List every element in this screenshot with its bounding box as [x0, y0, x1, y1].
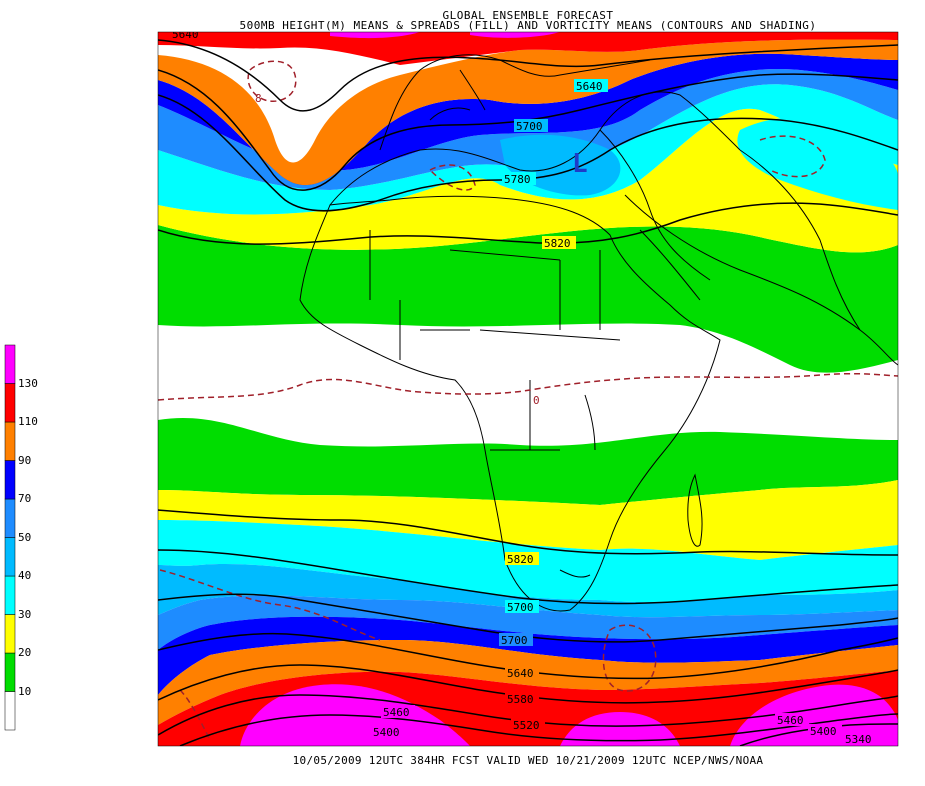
contour-label: 5400	[373, 726, 400, 739]
contour-label: 5780	[504, 173, 531, 186]
shade-ne-cyan-lobe	[737, 117, 898, 210]
vorticity-label: 8	[255, 92, 262, 105]
shade-south-magenta3	[730, 684, 898, 746]
chart-title-line2: 500MB HEIGHT(M) MEANS & SPREADS (FILL) A…	[239, 19, 817, 32]
colorbar-level-label: 20	[18, 646, 32, 659]
colorbar	[4, 344, 16, 731]
shade-north-green	[158, 225, 898, 373]
shade-north-cyan	[158, 84, 898, 215]
shade-south-green	[158, 417, 898, 505]
colorbar-level-label: 10	[18, 684, 32, 698]
colorbar-level-label: 90	[18, 453, 32, 467]
contour-label: 5700	[507, 601, 534, 614]
colorbar-swatch	[4, 460, 16, 500]
shade-south-lightblue	[158, 563, 898, 618]
shade-north-yellow	[158, 108, 898, 253]
colorbar-swatch	[4, 652, 16, 692]
colorbar-swatch	[4, 614, 16, 654]
contour-label: 5820	[507, 553, 534, 566]
contour-label: 5460	[383, 706, 410, 719]
contour-label: 5700	[516, 120, 543, 133]
contour-label: 5700	[501, 634, 528, 647]
colorbar-swatch	[4, 537, 16, 577]
shade-north-red	[158, 32, 898, 65]
colorbar-swatch	[4, 344, 16, 384]
colorbar-level-label: 40	[18, 569, 32, 582]
colorbar-swatch	[4, 575, 16, 615]
colorbar-level-label: 110	[18, 415, 38, 428]
coastlines	[299, 54, 898, 612]
colorbar-swatch	[4, 421, 16, 461]
shade-south-darkblue	[158, 616, 898, 695]
colorbar-level-label: 50	[18, 530, 32, 544]
colorbar-level-label: 30	[18, 607, 32, 621]
contour-label: 5340	[845, 733, 872, 746]
contour-label: 5640	[576, 80, 603, 93]
contour-label: 5460	[777, 714, 804, 727]
contour-label: 5820	[544, 237, 571, 250]
colorbar-level-label: 70	[18, 492, 32, 505]
contour-label: 5640	[172, 28, 199, 41]
contour-label-group: 5640 5700 5780 5820 5640 5820 5700 5700 …	[172, 28, 877, 746]
shade-south-magenta2	[560, 712, 680, 746]
shade-north-orange	[158, 39, 898, 186]
colorbar-swatch	[4, 691, 16, 731]
low-pressure-marker: L	[572, 149, 588, 179]
chart-title-line1: GLOBAL ENSEMBLE FORECAST	[442, 9, 614, 22]
contour-label: 5520	[513, 719, 540, 732]
colorbar-swatch	[4, 498, 16, 538]
contour-label: 5580	[507, 693, 534, 706]
colorbar-level-label: 130	[18, 376, 38, 390]
shade-south-yellow	[158, 480, 898, 560]
colorbar-swatch	[4, 383, 16, 423]
vorticity-contours	[158, 60, 898, 741]
shade-north-magenta	[330, 32, 420, 39]
contour-label: 5400	[810, 725, 837, 738]
shade-south-orange	[158, 640, 898, 725]
valid-time-footer: 10/05/2009 12UTC 384HR FCST VALID WED 10…	[292, 754, 764, 767]
shade-north-magenta2	[470, 32, 560, 38]
shade-south-blue2	[158, 595, 898, 650]
contour-label: 5640	[507, 667, 534, 680]
vorticity-label: 0	[533, 394, 540, 407]
map-frame	[157, 31, 899, 747]
